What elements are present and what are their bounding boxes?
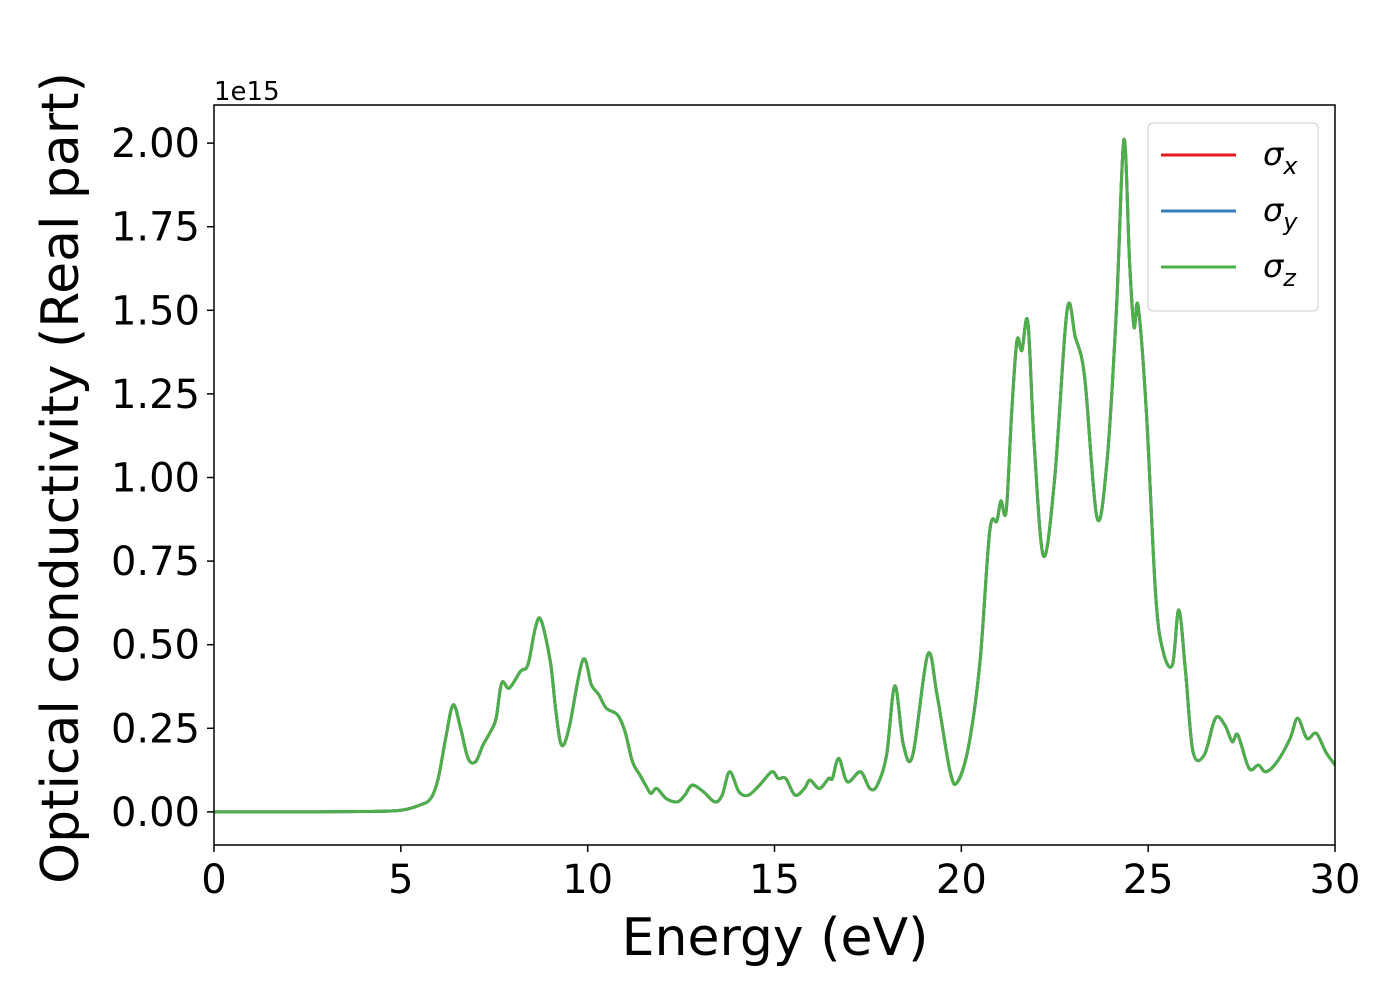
y-tick-label: 1.00 (111, 456, 200, 502)
y-axis-label: Optical conductivity (Real part) (31, 72, 91, 884)
legend-label: σx (1263, 135, 1298, 180)
y-tick-label: 1.75 (111, 205, 200, 251)
legend-label: σy (1263, 191, 1298, 236)
y-tick-label: 2.00 (111, 121, 200, 167)
y-tick-label: 0.25 (111, 706, 200, 752)
x-axis-label: Energy (eV) (622, 908, 929, 968)
y-tick-label: 0.00 (111, 790, 200, 836)
y-tick-label: 0.50 (111, 623, 200, 669)
y-tick-label: 1.50 (111, 288, 200, 334)
y-tick-label: 0.75 (111, 539, 200, 585)
y-tick-label: 1.25 (111, 372, 200, 418)
x-tick-label: 15 (749, 857, 800, 903)
legend-label: σz (1263, 247, 1297, 292)
x-tick-label: 0 (201, 857, 226, 903)
x-tick-label: 25 (1123, 857, 1174, 903)
x-tick-label: 30 (1310, 857, 1361, 903)
legend: σx σy σz (1147, 122, 1319, 312)
x-tick-label: 20 (936, 857, 987, 903)
x-tick-label: 5 (388, 857, 413, 903)
legend-box (1147, 122, 1319, 312)
series-line (214, 138, 1335, 814)
x-tick-label: 10 (562, 857, 613, 903)
y-offset-label: 1e15 (214, 77, 280, 107)
